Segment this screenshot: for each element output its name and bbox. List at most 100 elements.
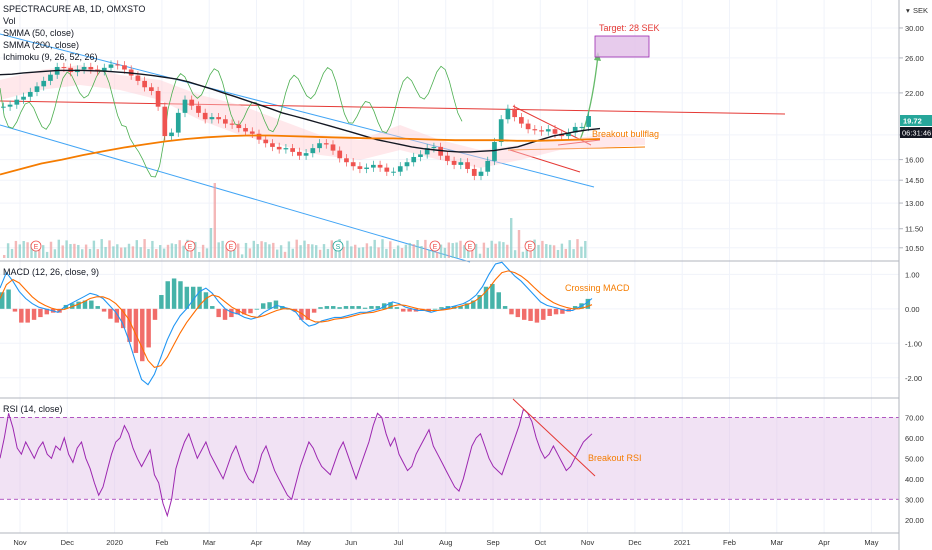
- macd-histogram-bar: [356, 306, 361, 309]
- macd-histogram-bar: [190, 286, 196, 309]
- macd-histogram-bar: [159, 295, 164, 309]
- volume-bar: [30, 243, 33, 258]
- macd-histogram-bar: [19, 308, 24, 323]
- candle-body: [34, 86, 40, 92]
- macd-histogram-bar: [254, 308, 260, 310]
- indicator-volume[interactable]: Vol: [3, 16, 16, 26]
- time-tick-label: Dec: [628, 538, 642, 547]
- candle-body: [196, 105, 201, 113]
- volume-bar: [174, 244, 177, 258]
- volume-bar: [521, 251, 525, 258]
- volume-bar: [268, 244, 271, 258]
- volume-bar: [190, 249, 193, 258]
- volume-bar: [568, 240, 571, 258]
- currency-label[interactable]: ▾ SEK: [906, 6, 928, 15]
- symbol-title[interactable]: SPECTRACURE AB, 1D, OMXSTO: [3, 4, 145, 14]
- rsi-legend[interactable]: RSI (14, close): [3, 404, 63, 414]
- volume-bar: [502, 242, 505, 258]
- bullflag-annotation: Breakout bullflag: [592, 129, 659, 139]
- volume-bar: [88, 248, 92, 258]
- price-tick-label: 30.00: [905, 24, 924, 33]
- volume-bar: [198, 252, 201, 258]
- macd-histogram-bar: [197, 286, 202, 309]
- candle-body: [101, 67, 107, 72]
- candle-body: [418, 154, 423, 157]
- macd-histogram-bar: [547, 308, 552, 316]
- volume-bar: [123, 247, 127, 258]
- volume-bar: [463, 245, 466, 258]
- flag-cross-line: [557, 139, 601, 146]
- macd-axis[interactable]: 1.00 0.00 -1.00 -2.00: [905, 270, 922, 382]
- candle-body: [243, 128, 248, 132]
- volume-bar: [279, 245, 283, 258]
- price-tick-label: 14.50: [905, 176, 924, 185]
- volume-bar: [84, 244, 88, 258]
- candle-body: [108, 64, 114, 68]
- flag-support-line: [507, 146, 646, 151]
- volume-bar: [377, 247, 380, 258]
- macd-legend[interactable]: MACD (12, 26, close, 9): [3, 267, 99, 277]
- volume-bar: [291, 248, 294, 258]
- rsi-line: [0, 408, 593, 518]
- candle-body: [330, 144, 336, 151]
- volume-bar: [303, 240, 306, 258]
- volume-bar: [346, 240, 349, 258]
- candle-body: [276, 146, 282, 150]
- volume-bar: [233, 249, 236, 258]
- event-marker: [429, 240, 441, 252]
- candle-body: [566, 132, 571, 137]
- candle-body: [323, 143, 329, 145]
- macd-histogram-bar: [343, 306, 349, 309]
- volume-bar: [318, 249, 322, 258]
- macd-histogram-bar: [299, 308, 304, 320]
- indicator-smma50[interactable]: SMMA (50, close): [3, 28, 74, 38]
- flag-lower-line: [509, 149, 581, 173]
- rsi-axis[interactable]: 70.00 60.00 50.00 40.00 30.00 20.00: [905, 413, 924, 524]
- macd-signal-line: [0, 270, 593, 369]
- candle-body: [142, 80, 147, 88]
- volume-bar: [209, 228, 213, 258]
- currency-dropdown-icon[interactable]: ▾: [906, 6, 910, 15]
- time-tick-label: Nov: [581, 538, 595, 547]
- event-marker-label: E: [468, 244, 473, 251]
- currency-text: SEK: [913, 6, 928, 15]
- event-marker: [332, 240, 344, 252]
- volume-bar: [100, 239, 103, 258]
- volume-bar: [334, 249, 337, 258]
- volume-bar: [400, 248, 404, 258]
- time-tick-label: Nov: [13, 538, 27, 547]
- volume-bar: [357, 247, 361, 258]
- volume-bar: [529, 248, 532, 258]
- last-price-tag: 19.72 06:31:46: [900, 115, 932, 138]
- indicator-smma200[interactable]: SMMA (200, close): [3, 40, 79, 50]
- macd-histogram-bar: [31, 308, 37, 320]
- target-annotation: Target: 28 SEK: [599, 23, 660, 33]
- resistance-line: [0, 100, 786, 115]
- candle-body: [397, 166, 403, 172]
- volume-bar: [350, 246, 353, 258]
- volume-bar: [166, 244, 170, 258]
- candle-body: [81, 66, 87, 70]
- candle-body: [539, 130, 544, 132]
- macd-histogram-bar: [432, 308, 438, 310]
- macd-histogram-bar: [222, 308, 228, 320]
- volume-bar: [112, 246, 115, 258]
- volume-bar: [116, 244, 119, 258]
- time-axis[interactable]: Nov Dec 2020 Feb Mar Apr May Jun Jul Aug Sep Oct Nov…: [13, 538, 878, 547]
- candle-body: [505, 108, 511, 120]
- candle-body: [411, 156, 417, 163]
- rsi-tick-label: 70.00: [905, 413, 924, 422]
- rsi-annotation: Breakout RSI: [588, 453, 642, 463]
- macd-histogram-bar: [140, 308, 145, 362]
- volume-bar: [264, 242, 267, 258]
- volume-bar: [393, 249, 396, 258]
- macd-histogram-bar: [477, 295, 482, 309]
- volume-bar: [459, 240, 462, 258]
- macd-histogram-bar: [483, 286, 489, 309]
- volume-bar: [330, 240, 333, 258]
- indicator-ichimoku[interactable]: Ichimoku (9, 26, 52, 26): [3, 52, 98, 62]
- volume-bar: [482, 242, 486, 258]
- macd-histogram-bar: [229, 308, 234, 318]
